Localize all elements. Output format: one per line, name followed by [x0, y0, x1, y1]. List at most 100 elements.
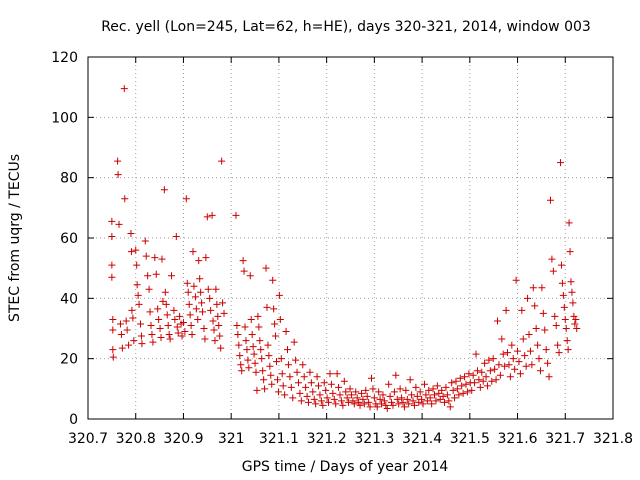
data-point: [448, 379, 456, 387]
data-point: [534, 341, 542, 349]
data-point: [219, 299, 227, 307]
data-point: [482, 373, 490, 381]
data-point: [399, 398, 407, 406]
data-point: [168, 272, 176, 280]
data-point: [120, 85, 128, 93]
data-point: [433, 382, 441, 390]
data-point: [337, 397, 345, 405]
data-point: [329, 389, 337, 397]
data-point: [216, 332, 224, 340]
data-point: [170, 306, 178, 314]
data-point: [571, 320, 579, 328]
data-point: [162, 300, 170, 308]
data-point: [488, 377, 496, 385]
data-point: [333, 370, 341, 378]
data-point: [469, 371, 477, 379]
y-tick-label: 120: [51, 50, 78, 66]
data-point: [330, 395, 338, 403]
data-point: [109, 353, 117, 361]
data-point: [302, 383, 310, 391]
data-point: [396, 385, 404, 393]
data-point: [236, 352, 244, 360]
data-point: [215, 321, 223, 329]
data-point: [210, 326, 218, 334]
data-point: [363, 392, 371, 400]
data-point: [133, 281, 141, 289]
data-point: [181, 328, 189, 336]
data-point: [309, 388, 317, 396]
data-point: [253, 386, 261, 394]
data-point: [319, 401, 327, 409]
data-point: [345, 398, 353, 406]
data-point: [446, 403, 454, 411]
data-point: [455, 391, 463, 399]
chart-title: Rec. yell (Lon=245, Lat=62, h=HE), days …: [101, 19, 591, 35]
data-point: [134, 291, 142, 299]
data-point: [259, 367, 267, 375]
data-point: [504, 349, 512, 357]
data-point: [238, 367, 246, 375]
data-point: [278, 370, 286, 378]
data-point: [425, 386, 433, 394]
data-point: [355, 398, 363, 406]
data-point: [568, 288, 576, 296]
data-point: [452, 377, 460, 385]
data-point: [251, 359, 259, 367]
data-point: [148, 331, 156, 339]
data-point: [336, 391, 344, 399]
data-point: [239, 257, 247, 265]
data-point: [232, 211, 240, 219]
data-point: [178, 332, 186, 340]
data-point: [284, 346, 291, 354]
data-point: [272, 332, 280, 340]
data-point: [190, 282, 198, 290]
data-point: [194, 315, 202, 323]
y-tick-label: 40: [60, 291, 78, 307]
data-point: [563, 337, 571, 345]
data-point: [323, 394, 331, 402]
data-point: [545, 373, 553, 381]
data-point: [276, 315, 284, 323]
data-point: [557, 261, 565, 269]
data-point: [416, 388, 424, 396]
data-point: [204, 285, 212, 293]
data-point: [389, 401, 397, 409]
data-point: [214, 312, 222, 320]
data-point: [234, 331, 242, 339]
data-point: [459, 389, 467, 397]
data-point: [165, 331, 173, 339]
y-tick-label: 80: [60, 171, 78, 187]
data-point: [294, 379, 302, 387]
data-point: [241, 323, 249, 331]
data-point: [522, 362, 530, 370]
data-point: [365, 398, 373, 406]
data-point: [562, 325, 570, 332]
data-point: [492, 376, 500, 384]
data-point: [536, 367, 544, 375]
data-point: [458, 382, 466, 390]
data-point: [122, 317, 130, 325]
data-point: [286, 373, 294, 381]
data-point: [246, 272, 254, 280]
x-tick-label: 321.1: [259, 431, 299, 447]
data-point: [353, 394, 361, 402]
x-tick-label: 321.3: [354, 431, 394, 447]
data-point: [378, 400, 386, 408]
data-point: [435, 389, 443, 397]
data-point: [524, 294, 532, 302]
data-point: [258, 355, 266, 363]
data-point: [552, 321, 560, 329]
data-point: [296, 389, 304, 397]
data-point: [146, 308, 154, 316]
y-tick-label: 60: [60, 231, 78, 247]
data-point: [343, 394, 351, 402]
data-point: [315, 382, 323, 390]
data-point: [557, 159, 564, 167]
data-point: [237, 361, 245, 369]
data-point: [505, 361, 513, 369]
data-point: [471, 379, 479, 387]
data-point: [303, 392, 311, 400]
y-tick-label: 100: [51, 110, 78, 126]
data-point: [250, 350, 258, 358]
data-point: [206, 294, 214, 302]
